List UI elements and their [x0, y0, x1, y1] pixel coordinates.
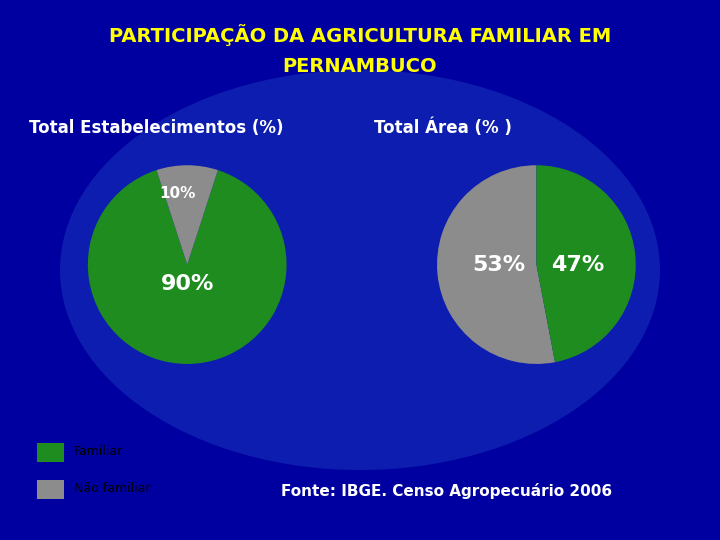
Text: 53%: 53% — [472, 254, 525, 275]
Text: Não familiar: Não familiar — [73, 482, 150, 495]
Text: Total Estabelecimentos (%): Total Estabelecimentos (%) — [29, 119, 283, 137]
Text: Familiar: Familiar — [73, 445, 123, 458]
Ellipse shape — [60, 70, 660, 470]
Text: PARTICIPAÇÃO DA AGRICULTURA FAMILIAR EM: PARTICIPAÇÃO DA AGRICULTURA FAMILIAR EM — [109, 24, 611, 46]
Wedge shape — [88, 170, 287, 364]
Bar — [37, 480, 64, 499]
Text: 90%: 90% — [161, 274, 214, 294]
Wedge shape — [536, 165, 636, 362]
Text: Fonte: IBGE. Censo Agropecuário 2006: Fonte: IBGE. Censo Agropecuário 2006 — [281, 483, 612, 500]
Text: 47%: 47% — [552, 254, 605, 275]
Text: PERNAMBUCO: PERNAMBUCO — [283, 57, 437, 76]
Bar — [37, 443, 64, 462]
Wedge shape — [156, 165, 218, 265]
Text: Total Área (% ): Total Área (% ) — [374, 119, 512, 137]
Wedge shape — [437, 165, 555, 364]
Text: 10%: 10% — [159, 186, 195, 200]
